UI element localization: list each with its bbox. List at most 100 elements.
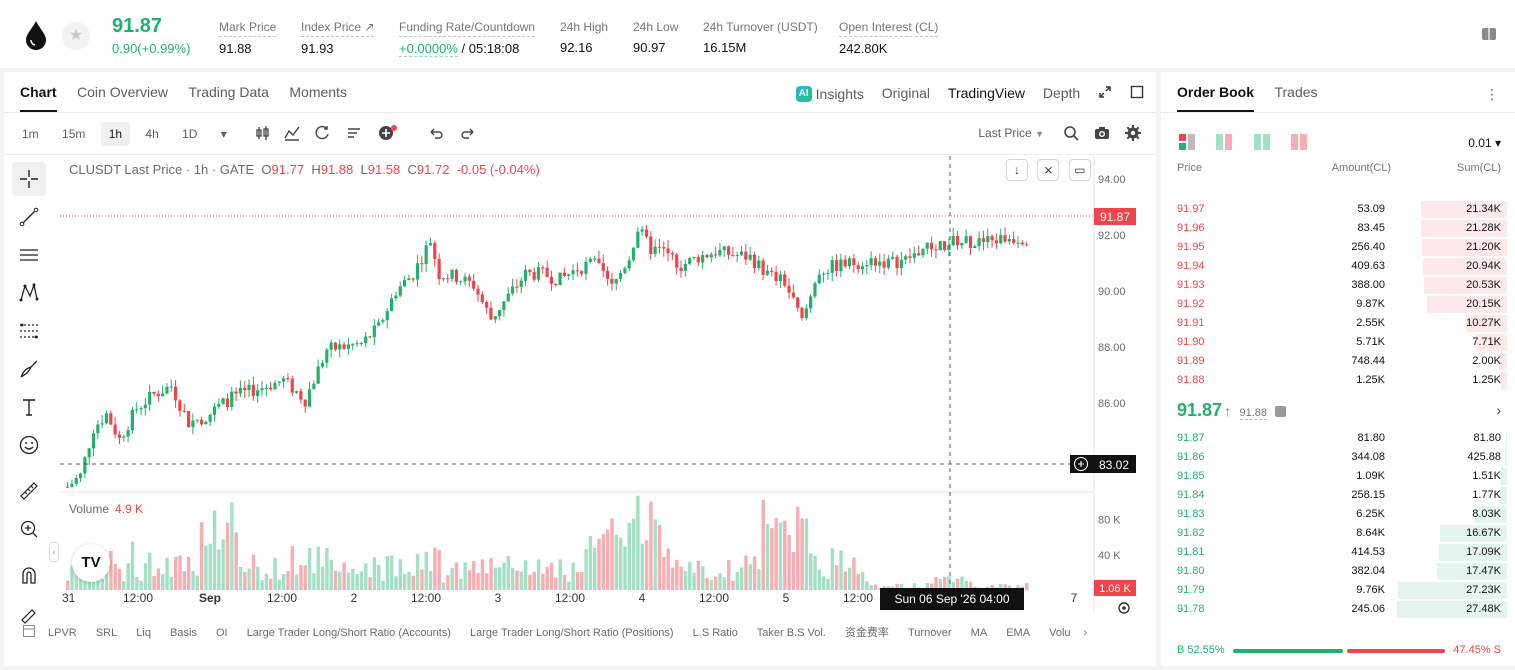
indicator-ls-ratio[interactable]: L.S Ratio xyxy=(692,627,738,639)
indicator-taker-vol[interactable]: Taker B.S Vol. xyxy=(756,627,826,639)
lock-drawing-tool-icon[interactable] xyxy=(12,596,46,630)
ask-row[interactable]: 91.93 388.00 20.53K xyxy=(1177,276,1507,294)
more-options-icon[interactable]: ⋮ xyxy=(1485,86,1499,102)
indicator-funding-rate[interactable]: 资金费率 xyxy=(844,627,889,639)
zoom-in-tool-icon[interactable] xyxy=(12,512,46,546)
guide-book-icon[interactable] xyxy=(1481,27,1497,41)
layout-bids-icon[interactable] xyxy=(1253,134,1270,150)
indicator-lpvr[interactable]: LPVR xyxy=(48,627,77,639)
timeframe-15m[interactable]: 15m xyxy=(62,127,86,141)
timeframe-4h[interactable]: 4h xyxy=(145,127,159,141)
tab-trades[interactable]: Trades xyxy=(1274,84,1318,100)
mid-price-row[interactable]: 91.87 ↑ 91.88 › xyxy=(1177,400,1501,424)
favorite-star-icon[interactable]: ★ xyxy=(62,22,90,50)
ask-row[interactable]: 91.96 83.45 21.28K xyxy=(1177,219,1507,237)
pattern-tool-icon[interactable] xyxy=(12,276,46,310)
undo-icon[interactable] xyxy=(427,124,445,142)
indicator-ema[interactable]: EMA xyxy=(1006,627,1031,639)
price-source-select[interactable]: Last Price ▼ xyxy=(978,126,1044,140)
layout-both-icon[interactable] xyxy=(1179,134,1195,150)
redo-icon[interactable] xyxy=(459,124,477,142)
candle-body xyxy=(847,258,852,267)
tab-original[interactable]: Original xyxy=(881,85,931,102)
ask-row[interactable]: 91.97 53.09 21.34K xyxy=(1177,200,1507,218)
indicator-turnover[interactable]: Turnover xyxy=(907,627,952,639)
tradingview-logo-icon[interactable]: TV xyxy=(72,544,110,582)
indicator-ls-accounts[interactable]: Large Trader Long/Short Ratio (Accounts) xyxy=(246,627,451,639)
chevron-right-icon[interactable]: › xyxy=(1496,402,1501,418)
tab-chart[interactable]: Chart xyxy=(20,84,57,112)
template-icon[interactable] xyxy=(345,124,363,142)
ask-row[interactable]: 91.92 9.87K 20.15K xyxy=(1177,295,1507,313)
symbol-label[interactable]: CLUSDT Last Price · 1h · GATE xyxy=(69,162,255,177)
emoji-tool-icon[interactable] xyxy=(12,428,46,462)
horizontal-lines-tool-icon[interactable] xyxy=(12,238,46,272)
indicator-liq[interactable]: Liq xyxy=(136,627,151,639)
volume-bar xyxy=(519,571,523,590)
text-tool-icon[interactable] xyxy=(12,390,46,424)
bid-row[interactable]: 91.80 382.04 17.47K xyxy=(1177,562,1507,580)
bid-row[interactable]: 91.83 6.25K 8.03K xyxy=(1177,505,1507,523)
indicator-ls-positions[interactable]: Large Trader Long/Short Ratio (Positions… xyxy=(469,627,674,639)
ask-row[interactable]: 91.91 2.55K 10.27K xyxy=(1177,314,1507,332)
layout-split-icon[interactable] xyxy=(1216,134,1233,150)
tab-insights[interactable]: AI Insights xyxy=(782,85,864,102)
volume-bar xyxy=(523,560,528,590)
bid-row[interactable]: 91.78 245.06 27.48K xyxy=(1177,600,1507,618)
camera-icon[interactable] xyxy=(1093,124,1111,142)
chevron-right-icon[interactable]: › xyxy=(1083,627,1088,639)
compare-icon[interactable] xyxy=(313,124,331,142)
bid-row[interactable]: 91.82 8.64K 16.67K xyxy=(1177,524,1507,542)
timeframe-1d[interactable]: 1D xyxy=(182,127,198,141)
indicator-ma[interactable]: MA xyxy=(970,627,988,639)
timeframe-1m[interactable]: 1m xyxy=(22,127,39,141)
settings-gear-icon[interactable] xyxy=(1124,124,1142,142)
tab-moments[interactable]: Moments xyxy=(289,84,347,100)
ask-row[interactable]: 91.88 1.25K 1.25K xyxy=(1177,371,1507,389)
bid-row[interactable]: 91.87 81.80 81.80 xyxy=(1177,429,1507,447)
scroll-down-icon[interactable]: ↓ xyxy=(1006,159,1028,181)
indicator-oi[interactable]: OI xyxy=(216,627,228,639)
expand-icon[interactable] xyxy=(1098,85,1112,102)
ask-row[interactable]: 91.90 5.71K 7.71K xyxy=(1177,333,1507,351)
timeframe-dropdown-icon[interactable]: ▾ xyxy=(220,127,227,141)
add-alert-plus-icon[interactable] xyxy=(1073,456,1089,472)
collapse-toolbar-icon[interactable]: ‹ xyxy=(49,542,59,562)
candle-type-icon[interactable] xyxy=(254,124,272,142)
timeframe-1h[interactable]: 1h xyxy=(100,122,131,146)
indicator-template-icon[interactable] xyxy=(22,624,36,638)
tab-coin-overview[interactable]: Coin Overview xyxy=(77,84,169,100)
indicator-volume[interactable]: Volu xyxy=(1049,627,1071,639)
maximize-pane-icon[interactable]: ▭ xyxy=(1068,159,1091,181)
crosshair-tool-icon[interactable] xyxy=(12,162,46,196)
indicator-srl[interactable]: SRL xyxy=(95,627,118,639)
fib-retracement-tool-icon[interactable] xyxy=(12,314,46,348)
tab-order-book[interactable]: Order Book xyxy=(1177,84,1255,112)
fullscreen-icon[interactable] xyxy=(1130,85,1144,102)
chart-settings-icon[interactable] xyxy=(1116,600,1132,616)
tab-trading-data[interactable]: Trading Data xyxy=(188,84,269,100)
volume-bar xyxy=(912,583,917,590)
bid-row[interactable]: 91.86 344.08 425.88 xyxy=(1177,448,1507,466)
tick-size-select[interactable]: 0.01 ▾ xyxy=(1468,136,1501,150)
indicators-icon[interactable] xyxy=(283,124,301,142)
ruler-tool-icon[interactable] xyxy=(12,474,46,508)
bid-row[interactable]: 91.81 414.53 17.09K xyxy=(1177,543,1507,561)
tab-depth[interactable]: Depth xyxy=(1042,85,1081,102)
bid-row[interactable]: 91.85 1.09K 1.51K xyxy=(1177,467,1507,485)
ask-row[interactable]: 91.95 256.40 21.20K xyxy=(1177,238,1507,256)
layout-asks-icon[interactable] xyxy=(1291,134,1308,150)
trend-line-tool-icon[interactable] xyxy=(12,200,46,234)
ask-row[interactable]: 91.89 748.44 2.00K xyxy=(1177,352,1507,370)
add-alert-icon[interactable] xyxy=(377,124,401,142)
search-icon[interactable] xyxy=(1062,124,1080,142)
indicator-basis[interactable]: Basis xyxy=(170,627,197,639)
brush-tool-icon[interactable] xyxy=(12,352,46,386)
collapse-icon[interactable]: ⨯ xyxy=(1037,159,1060,181)
bid-row[interactable]: 91.79 9.76K 27.23K xyxy=(1177,581,1507,599)
magnet-tool-icon[interactable] xyxy=(12,558,46,592)
tab-tradingview[interactable]: TradingView xyxy=(947,85,1025,102)
ask-row[interactable]: 91.94 409.63 20.94K xyxy=(1177,257,1507,275)
bid-row[interactable]: 91.84 258.15 1.77K xyxy=(1177,486,1507,504)
